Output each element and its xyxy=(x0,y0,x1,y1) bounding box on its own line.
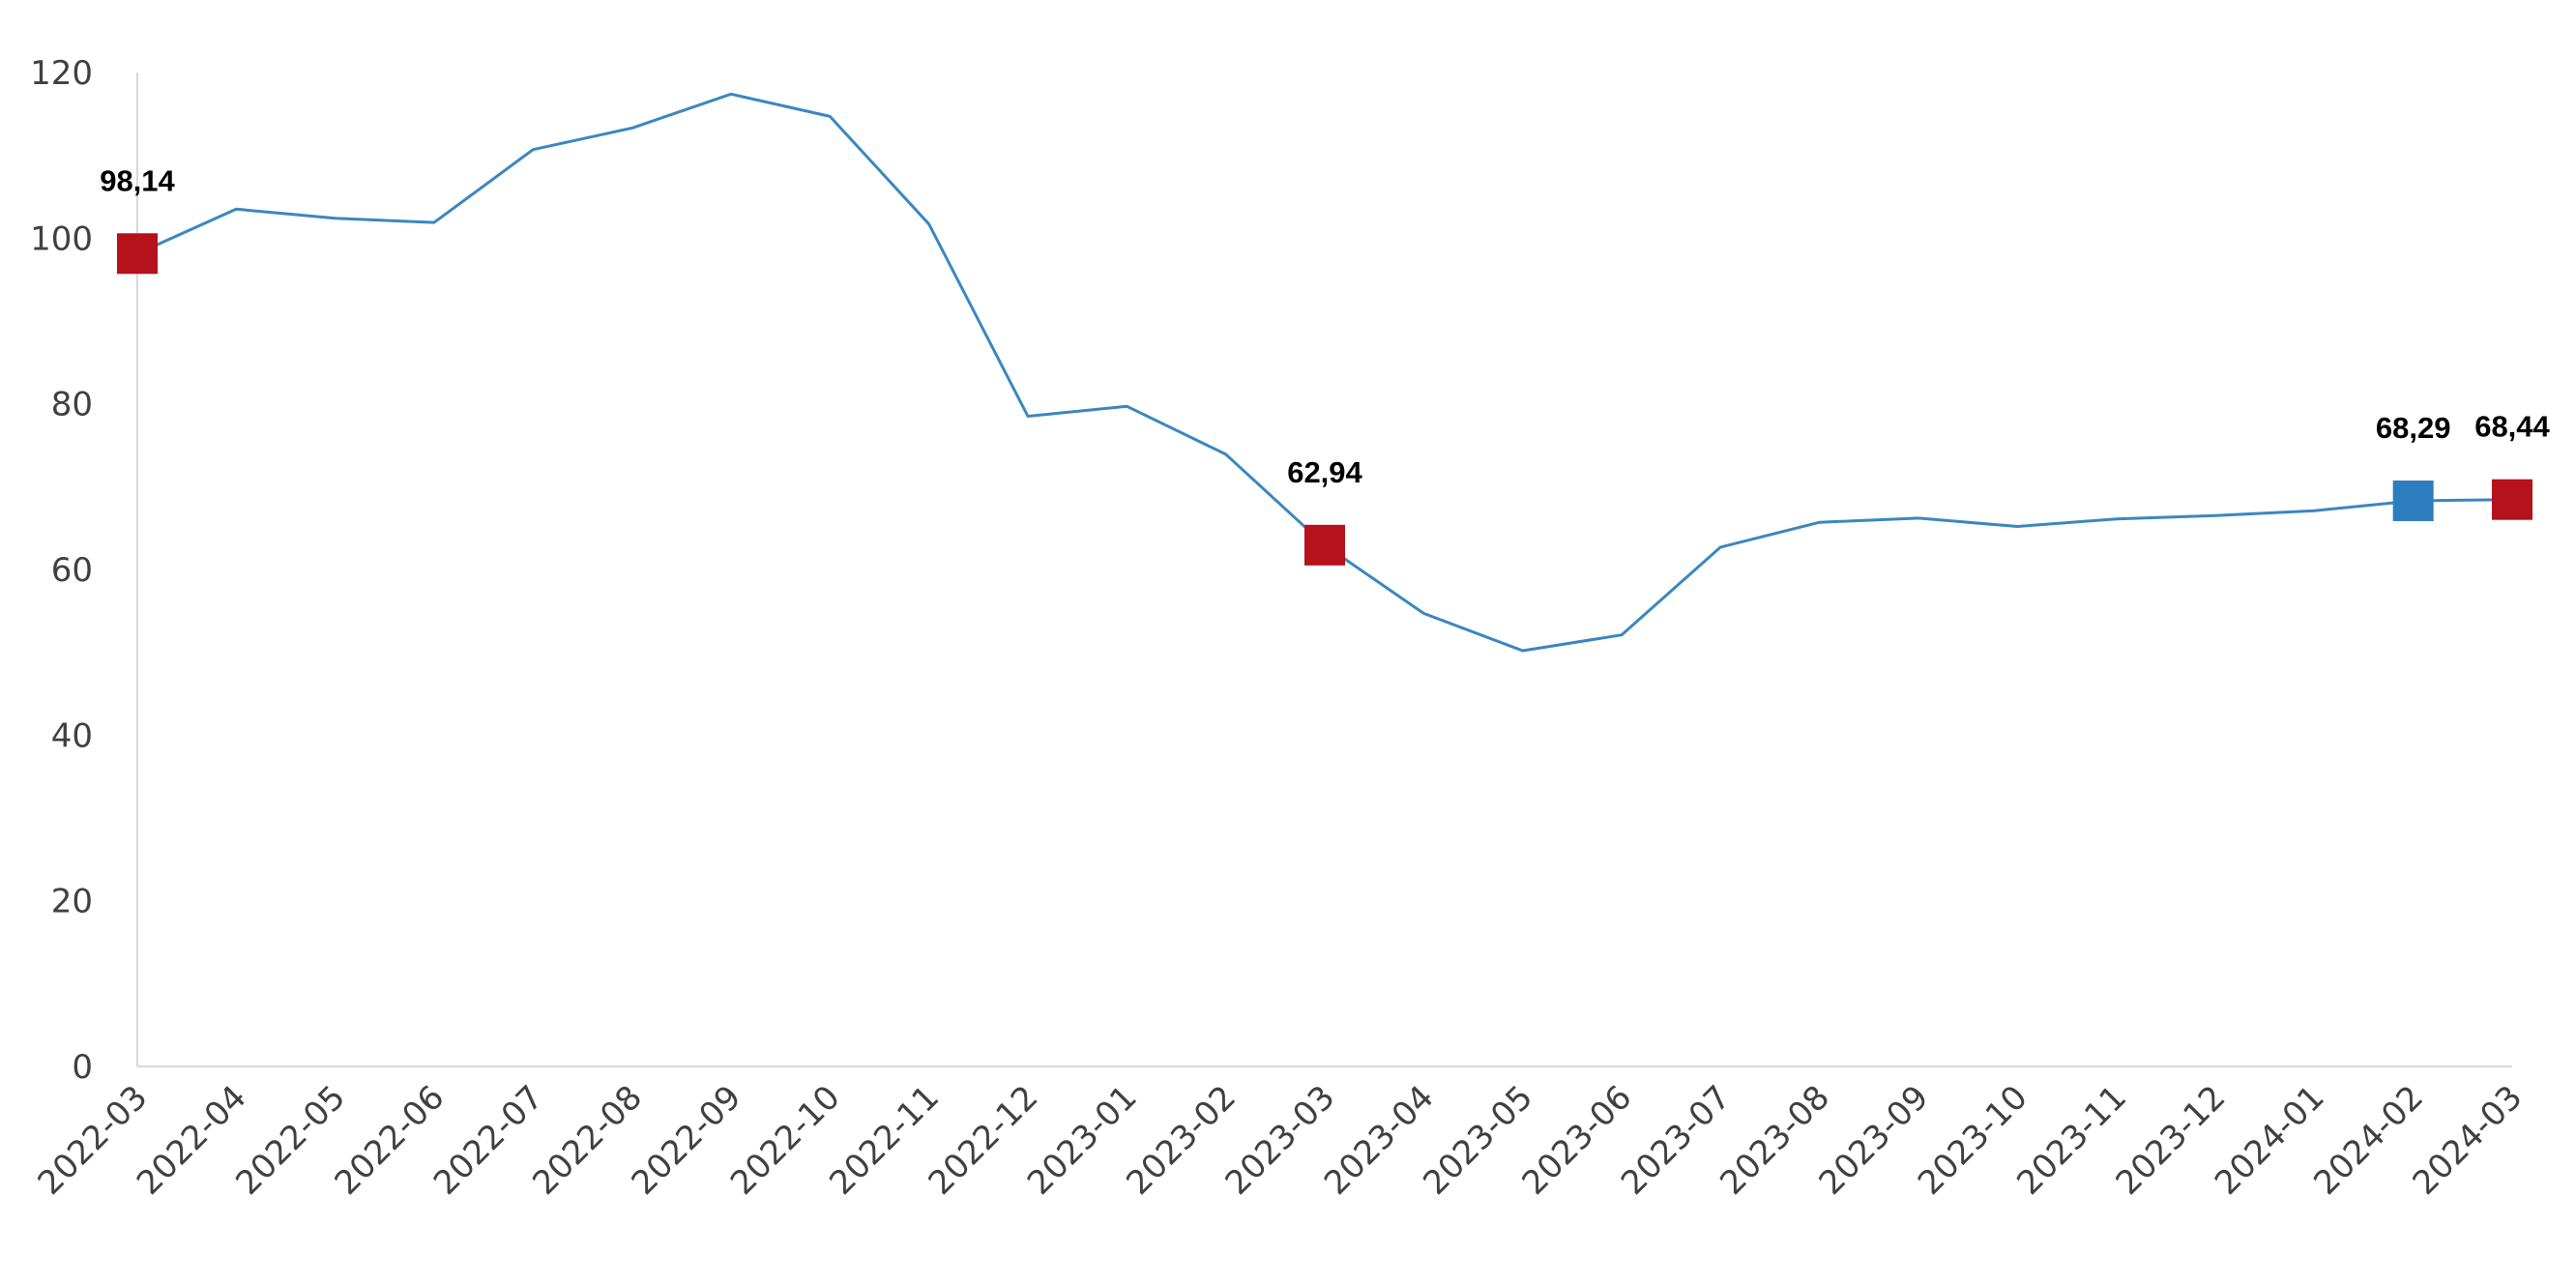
y-tick-label: 80 xyxy=(51,386,93,424)
x-tick-label: 2022-07 xyxy=(426,1078,551,1203)
x-tick-label: 2022-09 xyxy=(625,1078,749,1203)
x-tick-label: 2022-12 xyxy=(922,1078,1046,1203)
x-axis: 2022-032022-042022-052022-062022-072022-… xyxy=(31,1065,2531,1203)
data-label: 68,29 xyxy=(2376,411,2451,445)
x-tick-label: 2022-03 xyxy=(31,1078,156,1203)
highlight-marker xyxy=(2492,479,2532,520)
y-axis: 0 20 40 60 80 100 120 xyxy=(30,54,138,1087)
y-tick-label: 40 xyxy=(51,716,93,755)
x-tick-label: 2023-12 xyxy=(2109,1078,2234,1203)
x-tick-label: 2023-03 xyxy=(1218,1078,1343,1203)
x-tick-label: 2024-02 xyxy=(2306,1078,2431,1203)
x-tick-label: 2023-10 xyxy=(1911,1078,2035,1203)
x-tick-label: 2023-08 xyxy=(1712,1078,1837,1203)
x-tick-label: 2023-02 xyxy=(1119,1078,1244,1203)
x-tick-label: 2023-11 xyxy=(2009,1078,2134,1203)
y-tick-label: 60 xyxy=(51,551,93,590)
x-tick-label: 2022-10 xyxy=(723,1078,848,1203)
y-tick-label: 120 xyxy=(30,54,93,93)
x-tick-label: 2022-05 xyxy=(228,1078,353,1203)
x-tick-label: 2022-08 xyxy=(525,1078,650,1203)
highlight-marker xyxy=(2392,480,2434,521)
x-tick-label: 2022-04 xyxy=(130,1078,254,1203)
x-tick-label: 2023-07 xyxy=(1614,1078,1739,1203)
x-tick-label: 2022-11 xyxy=(822,1078,947,1203)
x-tick-label: 2023-04 xyxy=(1317,1078,1442,1203)
x-tick-label: 2022-06 xyxy=(328,1078,453,1203)
highlight-marker xyxy=(117,233,158,275)
highlight-markers xyxy=(117,233,2532,566)
data-label: 62,94 xyxy=(1287,455,1362,489)
y-tick-label: 100 xyxy=(30,219,93,258)
x-tick-label: 2023-09 xyxy=(1812,1078,1937,1203)
data-labels: 98,14 62,94 68,29 68,44 xyxy=(100,163,2550,489)
y-tick-label: 20 xyxy=(51,883,93,921)
x-tick-label: 2023-06 xyxy=(1515,1078,1640,1203)
x-tick-label: 2024-03 xyxy=(2406,1078,2531,1203)
y-tick-label: 0 xyxy=(72,1048,93,1087)
x-tick-label: 2024-01 xyxy=(2208,1078,2332,1203)
x-tick-label: 2023-01 xyxy=(1020,1078,1145,1203)
series-line xyxy=(136,92,2513,653)
data-label: 68,44 xyxy=(2474,410,2550,444)
highlight-marker xyxy=(1304,524,1345,566)
series xyxy=(136,92,2513,653)
x-tick-label: 2023-05 xyxy=(1416,1078,1540,1203)
data-label: 98,14 xyxy=(100,163,175,197)
